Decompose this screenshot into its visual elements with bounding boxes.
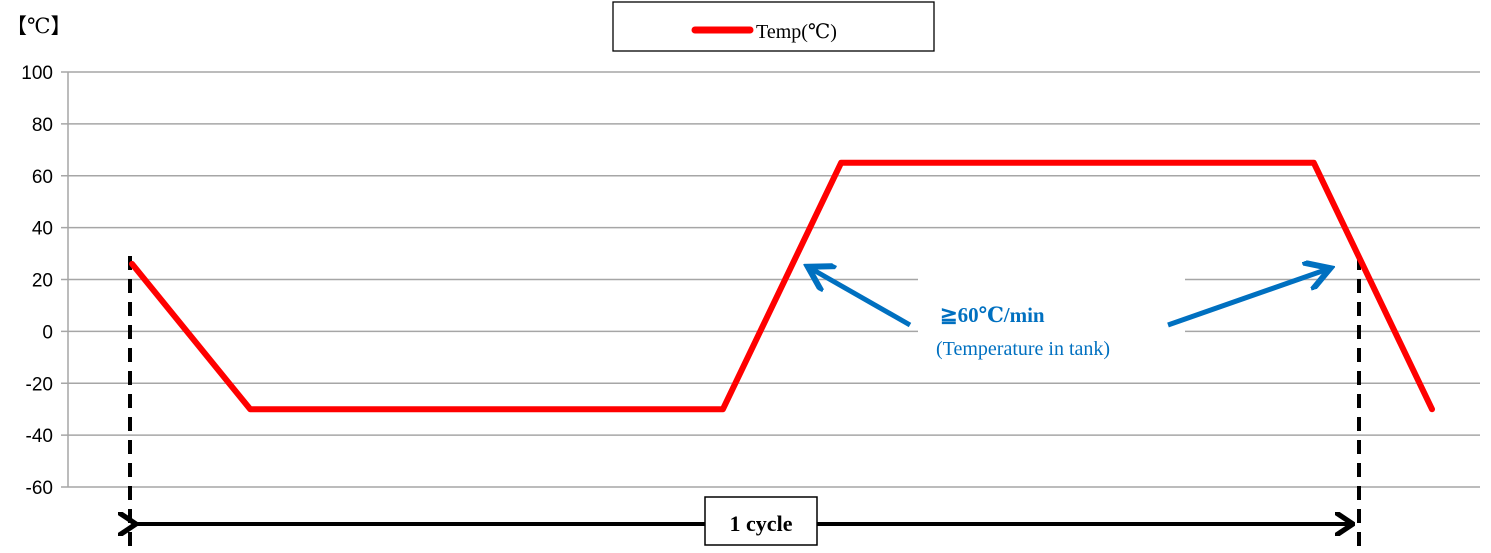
y-tick-label: 80 [32,115,53,136]
cycle-label-box: 1 cycle [704,496,818,546]
y-tick-label: 0 [42,322,53,343]
y-tick-label: -20 [26,374,53,395]
rate-sublabel: (Temperature in tank) [936,338,1110,360]
y-tick-label: 20 [32,271,53,292]
gridlines [68,71,1480,488]
y-tick-label: 100 [21,63,53,84]
rate-arrow-right [1167,269,1328,328]
y-tick-label: -60 [26,478,53,499]
y-tick-label: 40 [32,219,53,240]
y-axis-ticks: 100 80 60 40 20 0 -20 -40 -60 [21,63,68,499]
y-tick-label: 60 [32,167,53,188]
cycle-label: 1 cycle [730,511,793,536]
series-line-temp [129,159,1435,413]
rate-arrow-left [810,268,912,328]
legend: Temp(℃) [612,1,935,52]
legend-label: Temp(℃) [756,21,837,43]
legend-box [612,1,935,52]
rate-label: ≧60℃/min [940,303,1045,327]
y-tick-label: -40 [26,426,53,447]
annotation-background [918,258,1185,382]
unit-label: 【℃】 [6,14,72,38]
